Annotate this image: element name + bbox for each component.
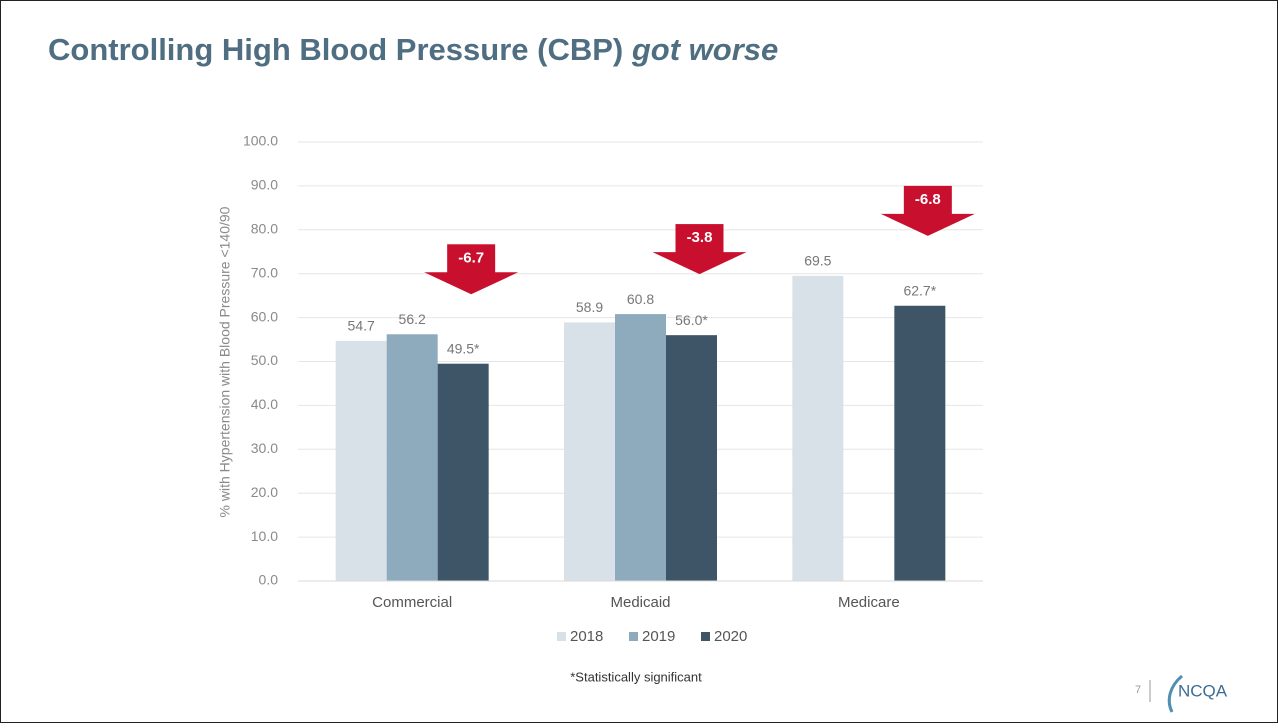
annotation-arrow bbox=[652, 252, 747, 275]
legend-swatch bbox=[629, 632, 638, 641]
bar bbox=[437, 363, 489, 581]
annotation-box bbox=[447, 244, 496, 275]
data-label: 49.5* bbox=[447, 340, 480, 356]
bar bbox=[335, 340, 387, 581]
y-tick-label: 0.0 bbox=[259, 572, 279, 588]
x-tick-label: Medicare bbox=[838, 594, 900, 611]
footnote: *Statistically significant bbox=[570, 669, 702, 684]
y-tick-label: 10.0 bbox=[251, 528, 278, 544]
legend-label: 2020 bbox=[714, 628, 747, 645]
y-axis-label: % with Hypertension with Blood Pressure … bbox=[217, 206, 233, 517]
y-tick-label: 80.0 bbox=[251, 221, 278, 237]
bar bbox=[386, 334, 438, 581]
y-tick-label: 50.0 bbox=[251, 352, 278, 368]
annotation-box bbox=[903, 185, 952, 216]
bar bbox=[894, 305, 946, 581]
y-tick-label: 70.0 bbox=[251, 264, 278, 280]
legend-swatch bbox=[701, 632, 710, 641]
logo-mark bbox=[1167, 674, 1183, 713]
data-label: 56.2 bbox=[399, 311, 426, 327]
data-label: 56.0* bbox=[675, 312, 708, 328]
annotation-label: -6.7 bbox=[458, 249, 484, 266]
y-tick-label: 100.0 bbox=[243, 133, 278, 149]
title-emphasis: got worse bbox=[631, 32, 778, 67]
y-tick-label: 60.0 bbox=[251, 308, 278, 324]
data-label: 69.5 bbox=[804, 253, 831, 269]
annotation-arrow bbox=[880, 213, 975, 236]
page-number: 7 bbox=[1135, 684, 1141, 696]
annotation-arrow bbox=[424, 272, 519, 295]
y-tick-label: 40.0 bbox=[251, 396, 278, 412]
title-text: Controlling High Blood Pressure (CBP) bbox=[48, 32, 623, 67]
annotation-label: -6.8 bbox=[915, 191, 941, 208]
legend-label: 2019 bbox=[642, 628, 675, 645]
data-label: 58.9 bbox=[576, 299, 603, 315]
bar bbox=[792, 275, 844, 581]
x-tick-label: Commercial bbox=[372, 594, 452, 611]
legend-label: 2018 bbox=[570, 628, 603, 645]
annotation-box bbox=[675, 224, 724, 255]
chart: 0.0 10.0 20.0 30.0 40.0 50.0 60.0 70.0 80.0 90.0 1… bbox=[243, 133, 983, 645]
slide-title: Controlling High Blood Pressure (CBP) go… bbox=[48, 32, 778, 67]
data-label: 62.7* bbox=[903, 282, 936, 298]
data-label: 60.8 bbox=[627, 291, 654, 307]
x-tick-label: Medicaid bbox=[610, 594, 670, 611]
y-tick-label: 20.0 bbox=[251, 484, 278, 500]
logo: NCQA bbox=[1178, 681, 1228, 700]
bar bbox=[666, 335, 717, 581]
y-tick-label: 90.0 bbox=[251, 177, 278, 193]
data-label: 54.7 bbox=[348, 318, 375, 334]
annotation-label: -3.8 bbox=[687, 229, 713, 246]
bar bbox=[564, 322, 615, 581]
legend-swatch bbox=[557, 632, 566, 641]
bar bbox=[615, 314, 666, 581]
y-tick-label: 30.0 bbox=[251, 440, 278, 456]
